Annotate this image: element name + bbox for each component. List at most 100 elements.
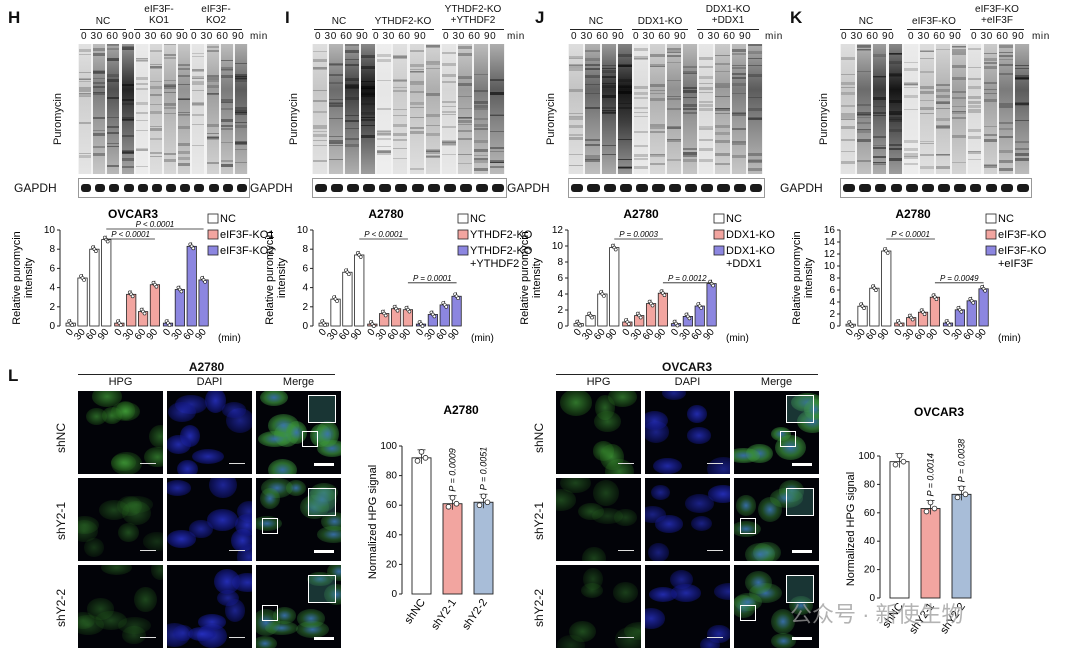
bar <box>951 493 972 599</box>
group-underline <box>697 29 759 30</box>
zoom-region <box>780 431 796 447</box>
data-point <box>662 293 667 298</box>
chart-title: A2780 <box>443 403 479 417</box>
bar <box>411 457 432 595</box>
chart-title: A2780 <box>368 207 404 221</box>
row-label: shY2-2 <box>54 588 68 627</box>
bar <box>126 293 137 327</box>
zoom-inset <box>786 575 814 603</box>
y-axis-label: Relative puromycin <box>519 231 531 325</box>
group-underline <box>632 29 688 30</box>
data-point <box>94 249 98 253</box>
x-tick-label: 90 <box>973 327 989 343</box>
timepoint-labels: 0 30 60 90 <box>633 31 687 42</box>
legend-label: eIF3F-KO2 <box>220 245 274 257</box>
y-tick-label: 10 <box>824 261 836 272</box>
x-tick-label: 90 <box>653 327 669 343</box>
data-point <box>191 246 196 251</box>
data-point <box>432 314 437 319</box>
blot-group-header: eIF3F-KO <box>912 16 956 27</box>
legend-swatch <box>985 245 997 256</box>
micrograph-merge <box>734 565 819 648</box>
y-tick-label: 8 <box>557 257 563 268</box>
timepoint-labels: 0 30 60 90 <box>698 31 752 42</box>
legend-swatch <box>985 229 997 240</box>
gapdh-blot <box>78 178 250 198</box>
zoom-inset <box>308 575 336 603</box>
y-tick-label: 100 <box>858 451 875 462</box>
group-underline <box>134 29 184 30</box>
blot-group-header: NC <box>588 16 604 27</box>
data-point <box>602 294 606 298</box>
panel-label-J: J <box>535 8 545 27</box>
micrograph-merge <box>256 478 341 561</box>
x-tick-label: 0 <box>161 327 173 339</box>
y-tick-label: 10 <box>297 225 309 236</box>
timepoint-labels: 0 30 60 90 <box>315 31 369 42</box>
micrograph-hpg <box>556 391 641 474</box>
y-tick-label: 0 <box>869 593 875 604</box>
micrograph-title: OVCAR3 <box>661 360 712 374</box>
data-point <box>578 323 582 328</box>
timepoint-labels: 0 30 60 90 <box>191 31 245 42</box>
y-tick-label: 4 <box>829 297 835 308</box>
data-point <box>958 485 965 492</box>
x-tick-label: 0 <box>317 327 329 339</box>
legend-label: +YTHDF2 <box>470 258 519 270</box>
blot-group-header: DDX1-KO <box>637 16 683 27</box>
p-value-label: P < 0.0001 <box>136 220 175 229</box>
channel-label: HPG <box>108 376 133 388</box>
x-tick-label: 90 <box>446 327 462 343</box>
channel-label: HPG <box>586 376 611 388</box>
gapdh-blot <box>568 178 765 198</box>
legend-label: NC <box>726 213 742 225</box>
data-point <box>420 324 425 328</box>
bar <box>609 247 620 327</box>
zoom-inset <box>308 395 336 423</box>
data-point <box>480 493 487 500</box>
row-label: shY2-1 <box>54 501 68 540</box>
bar <box>101 239 112 327</box>
timepoint-labels: 0 30 60 90 <box>841 31 895 42</box>
legend-swatch <box>457 245 469 256</box>
y-tick-label: 4 <box>557 289 563 300</box>
x-axis-unit: (min) <box>726 333 749 344</box>
data-point <box>130 294 135 299</box>
legend-swatch <box>713 213 725 224</box>
p-value-label: P < 0.0001 <box>364 230 403 239</box>
y-tick-label: 8 <box>49 244 55 255</box>
gapdh-label: GAPDH <box>250 181 293 195</box>
panel-label-L: L <box>8 366 19 385</box>
data-point <box>931 505 938 512</box>
legend-label: eIF3F-KO <box>998 229 1047 241</box>
chart-title: A2780 <box>623 207 659 221</box>
x-tick-label: 0 <box>414 327 426 339</box>
data-point <box>119 323 123 327</box>
micrograph-merge <box>734 478 819 561</box>
x-tick-label: 90 <box>876 327 892 343</box>
data-point <box>395 308 400 313</box>
data-point <box>638 315 643 320</box>
min-label: min <box>507 31 525 42</box>
blot-group-header: NC <box>95 16 111 27</box>
bar <box>869 287 880 327</box>
bar <box>706 283 717 327</box>
y-axis-label: Relative puromycin <box>791 231 803 325</box>
x-tick-label: 90 <box>145 327 161 343</box>
watermark: 公众号 · 新使生物 <box>790 602 964 627</box>
data-point <box>323 323 327 327</box>
zoom-region <box>262 518 278 534</box>
y-axis-label: intensity <box>531 257 543 298</box>
chart-title: A2780 <box>895 207 931 221</box>
bar <box>354 254 365 327</box>
blot-group-header: NC <box>858 16 874 27</box>
timepoint-labels: 0 30 60 90 <box>135 31 189 42</box>
x-tick-label: 90 <box>193 327 209 343</box>
y-tick-label: 0 <box>557 321 563 332</box>
legend-swatch <box>713 245 725 256</box>
x-tick-label: 0 <box>113 327 125 339</box>
x-tick-label: 0 <box>893 327 905 339</box>
legend-label: +eIF3F <box>998 258 1033 270</box>
x-tick-label: 90 <box>925 327 941 343</box>
